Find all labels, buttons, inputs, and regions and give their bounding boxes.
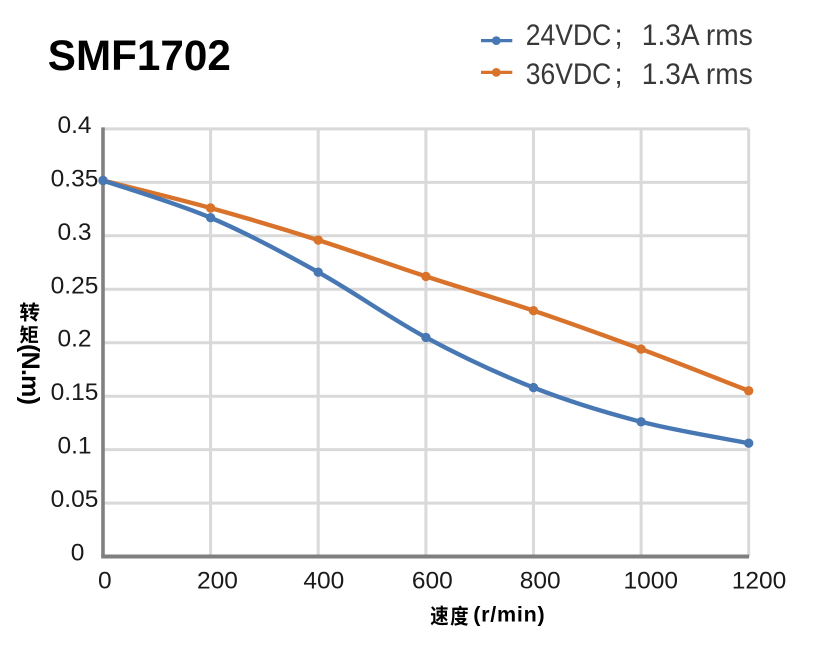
svg-text:600: 600 — [412, 568, 453, 595]
svg-text:0.2: 0.2 — [57, 326, 91, 353]
svg-text:SMF1702: SMF1702 — [48, 32, 231, 80]
svg-text:0.35: 0.35 — [51, 165, 99, 192]
svg-text:0.3: 0.3 — [57, 219, 91, 246]
svg-text:1200: 1200 — [732, 568, 787, 595]
svg-text:;: ; — [615, 19, 623, 52]
svg-text:1.3A rms: 1.3A rms — [642, 58, 753, 91]
svg-text:0.4: 0.4 — [57, 112, 91, 139]
svg-text:0.05: 0.05 — [51, 486, 99, 513]
svg-text:;: ; — [615, 58, 623, 91]
svg-text:36VDC: 36VDC — [526, 58, 612, 91]
svg-text:1000: 1000 — [623, 568, 678, 595]
svg-text:24VDC: 24VDC — [526, 19, 612, 52]
svg-text:(N.m): (N.m) — [16, 344, 44, 405]
svg-text:1.3A rms: 1.3A rms — [642, 19, 753, 52]
svg-text:0: 0 — [98, 568, 112, 595]
svg-text:0.1: 0.1 — [57, 433, 91, 460]
svg-text:0.25: 0.25 — [51, 272, 99, 299]
svg-text:400: 400 — [303, 568, 344, 595]
svg-text:0: 0 — [71, 540, 85, 567]
svg-text:200: 200 — [197, 568, 238, 595]
svg-text:(r/min): (r/min) — [473, 602, 545, 626]
svg-text:800: 800 — [520, 568, 561, 595]
svg-text:0.15: 0.15 — [51, 379, 99, 406]
